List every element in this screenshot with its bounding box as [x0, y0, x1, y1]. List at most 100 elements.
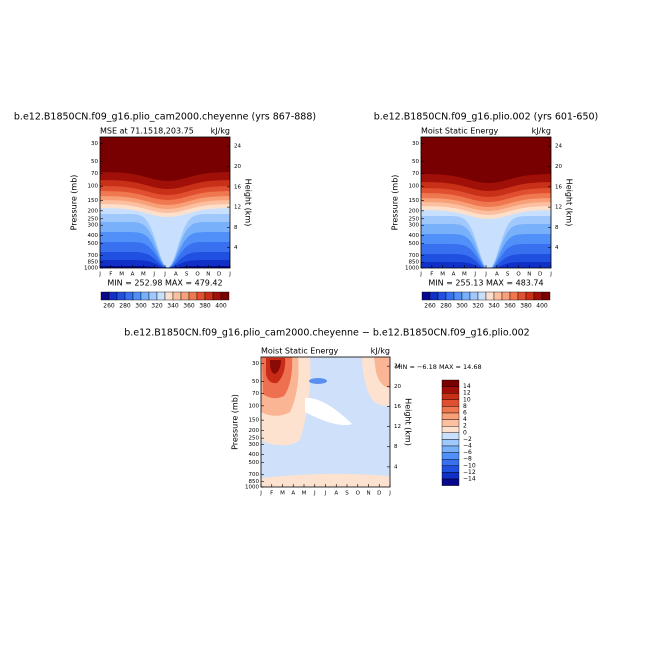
x-tick-label: S [345, 491, 349, 497]
x-tick-label: M [462, 272, 467, 278]
x-tick-label: F [430, 272, 433, 278]
x-tick-label: J [388, 491, 391, 497]
x-tick-label: M [119, 272, 124, 278]
y-axis-label: Pressure (mb) [391, 175, 400, 231]
y-tick-label: 850 [88, 260, 99, 266]
y-tick-label: 1000 [405, 266, 419, 272]
colorbar-box [441, 439, 460, 447]
x-tick-label: A [291, 491, 295, 497]
y2-tick-label: 24 [394, 364, 401, 370]
colorbar-box [441, 393, 460, 401]
y-tick-label: 500 [249, 460, 260, 466]
x-tick-label: J [419, 272, 422, 278]
contour-fill [261, 357, 390, 487]
colorbar-box [461, 291, 471, 301]
colorbar-box [541, 291, 551, 301]
x-tick-label: M [302, 491, 307, 497]
right-label: kJ/kg [211, 127, 230, 136]
y2-tick-label: 20 [555, 164, 562, 170]
y-tick-label: 1000 [84, 266, 98, 272]
y-tick-label: 150 [88, 198, 99, 204]
y-tick-label: 850 [409, 260, 420, 266]
contour-fill [421, 137, 551, 268]
colorbar-box [525, 291, 535, 301]
colorbar-label: 280 [119, 303, 131, 310]
colorbar-box [212, 291, 222, 301]
x-tick-label: J [473, 272, 476, 278]
colorbar-box [441, 452, 460, 460]
colorbar-label: −14 [463, 476, 476, 483]
y-tick-label: 30 [252, 361, 259, 367]
y2-tick-label: 12 [394, 424, 401, 430]
x-tick-label: A [452, 272, 456, 278]
colorbar-box [164, 291, 174, 301]
x-tick-label: M [280, 491, 285, 497]
x-tick-label: A [495, 272, 499, 278]
y-tick-label: 100 [409, 184, 420, 190]
colorbar-box [485, 291, 495, 301]
colorbar-label: 400 [215, 303, 227, 310]
y-tick-label: 200 [409, 208, 420, 214]
colorbar-box [441, 426, 460, 434]
y-axis-label: Pressure (mb) [231, 394, 240, 450]
colorbar-box [140, 291, 150, 301]
x-tick-label: D [377, 491, 381, 497]
x-tick-label: J [313, 491, 316, 497]
x-tick-label: A [334, 491, 338, 497]
colorbar-label: 380 [520, 303, 532, 310]
right-label: kJ/kg [371, 347, 390, 356]
y-tick-label: 1000 [245, 485, 259, 491]
y2-tick-label: 4 [234, 245, 238, 251]
x-tick-label: J [228, 272, 231, 278]
y-tick-label: 500 [409, 241, 420, 247]
colorbar-box [445, 291, 455, 301]
x-tick-label: N [527, 272, 531, 278]
x-tick-label: N [366, 491, 370, 497]
y-tick-label: 150 [409, 198, 420, 204]
colorbar-label: 14 [463, 383, 471, 390]
colorbar-label: 6 [463, 410, 467, 417]
colorbar-label: −12 [463, 469, 476, 476]
y-tick-label: 250 [409, 216, 420, 222]
colorbar-box [429, 291, 439, 301]
colorbar-label: 360 [183, 303, 195, 310]
y-tick-label: 300 [409, 223, 420, 229]
y-axis-label: Pressure (mb) [70, 175, 79, 231]
colorbar-box [108, 291, 118, 301]
x-tick-label: J [98, 272, 101, 278]
y-tick-label: 250 [88, 216, 99, 222]
x-tick-label: J [259, 491, 262, 497]
colorbar-label: 2 [463, 423, 467, 430]
y2-tick-label: 8 [555, 225, 559, 231]
colorbar-label: 340 [488, 303, 500, 310]
colorbar-label: 300 [135, 303, 147, 310]
x-tick-label: M [440, 272, 445, 278]
colorbar-label: −4 [463, 443, 472, 450]
y-tick-label: 100 [249, 403, 260, 409]
y-tick-label: 250 [249, 436, 260, 442]
x-tick-label: S [506, 272, 510, 278]
colorbar-box [441, 412, 460, 420]
y-tick-label: 300 [88, 223, 99, 229]
y2-tick-label: 4 [555, 245, 559, 251]
colorbar-box [437, 291, 447, 301]
y2-tick-label: 24 [234, 144, 241, 150]
left-label: Moist Static Energy [261, 347, 339, 356]
colorbar-box [453, 291, 463, 301]
y-tick-label: 100 [88, 184, 99, 190]
colorbar-label: 10 [463, 396, 471, 403]
y2-tick-label: 4 [394, 464, 398, 470]
fill-region [374, 357, 390, 388]
colorbar-box [517, 291, 527, 301]
y2-tick-label: 16 [394, 404, 401, 410]
colorbar-box [156, 291, 166, 301]
x-tick-label: O [516, 272, 521, 278]
y2-axis-label: Height (km) [244, 179, 253, 227]
panel-title: b.e12.B1850CN.f09_g16.plio.002 (yrs 601-… [374, 112, 599, 123]
y2-axis-label: Height (km) [404, 398, 413, 446]
x-tick-label: J [324, 491, 327, 497]
colorbar-label: 8 [463, 403, 467, 410]
colorbar-label: 320 [151, 303, 163, 310]
stats: MIN = 252.98 MAX = 479.42 [107, 279, 222, 288]
